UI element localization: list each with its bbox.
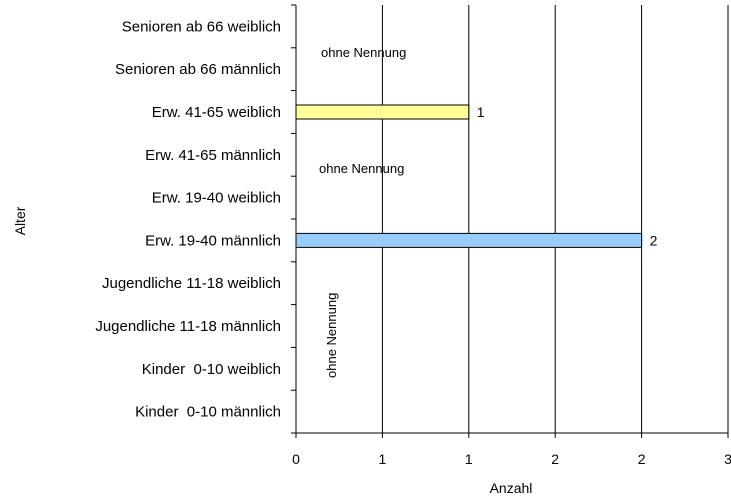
x-tick-label: 3 bbox=[724, 451, 731, 467]
x-tick-label: 1 bbox=[379, 451, 387, 467]
category-label: Erw. 41-65 männlich bbox=[145, 147, 281, 164]
category-label: Erw. 19-40 männlich bbox=[145, 232, 281, 249]
data-label: 1 bbox=[477, 104, 485, 120]
data-label: 2 bbox=[650, 232, 658, 248]
x-tick-label: 1 bbox=[465, 451, 473, 467]
x-axis-title: Anzahl bbox=[490, 480, 533, 496]
category-label: Senioren ab 66 weiblich bbox=[122, 18, 281, 35]
annotation: ohne Nennung bbox=[324, 293, 339, 378]
x-tick-label: 0 bbox=[292, 451, 300, 467]
annotation: ohne Nennung bbox=[321, 45, 406, 60]
category-label: Kinder 0-10 weiblich bbox=[142, 361, 281, 378]
category-label: Kinder 0-10 männlich bbox=[135, 404, 281, 421]
bar bbox=[295, 104, 470, 120]
category-label: Senioren ab 66 männlich bbox=[115, 61, 281, 78]
bar bbox=[295, 232, 643, 248]
category-label: Jugendliche 11-18 weiblich bbox=[102, 275, 281, 292]
annotation: ohne Nennung bbox=[319, 161, 404, 176]
category-label: Erw. 19-40 weiblich bbox=[152, 190, 281, 207]
y-axis-title: Alter bbox=[12, 206, 28, 235]
category-label: Erw. 41-65 weiblich bbox=[152, 104, 281, 121]
x-tick-label: 2 bbox=[638, 451, 646, 467]
x-tick-label: 2 bbox=[551, 451, 559, 467]
category-label: Jugendliche 11-18 männlich bbox=[95, 318, 281, 335]
